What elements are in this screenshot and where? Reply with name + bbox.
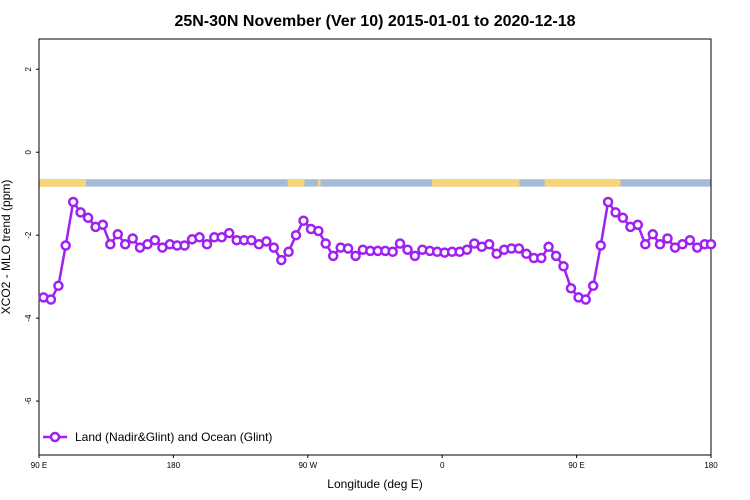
data-point [705,239,717,250]
axes: 90 E 180 90 W 0 90 E 180 2 0 -2 -4 -6 [24,67,718,470]
data-point [580,294,591,305]
data-point [536,252,547,264]
data-point [587,280,599,292]
data-point [127,233,138,244]
data-point [350,250,361,262]
data-point [290,229,302,241]
ocean-band [39,179,711,187]
data-point [45,294,57,305]
data-point [617,212,629,224]
x-tick-label: 180 [167,461,181,470]
y-tick-label: 2 [24,67,33,72]
data-point [521,248,532,260]
land-band [432,179,520,187]
data-point [313,225,324,237]
y-tick-label: -6 [24,397,33,405]
data-point [82,212,94,224]
data-point [662,233,673,244]
data-point [565,283,577,294]
data-point [201,239,213,250]
data-point [491,248,502,260]
legend-entry-label: Land (Nadir&Glint) and Ocean (Glint) [75,430,272,444]
land-ocean-strip [39,179,711,187]
y-tick-label: -4 [24,314,33,322]
land-band [287,179,305,187]
x-tick-label: 0 [440,461,445,470]
data-point [461,244,473,255]
data-point [261,236,272,247]
data-point [327,250,339,262]
y-tick-label: -2 [24,231,33,239]
data-point [387,246,398,258]
x-tick-label: 180 [704,461,718,470]
data-point [53,280,64,292]
data-point [595,240,606,251]
x-tick-label: 90 W [298,461,317,470]
y-tick-label: 0 [24,149,33,154]
data-point [112,229,124,240]
data-point [342,243,354,254]
data-point [268,242,280,253]
data-point [684,234,696,246]
data-point [223,227,235,239]
data-point [654,239,666,250]
legend: Land (Nadir&Glint) and Ocean (Glint) [43,430,272,444]
land-band [544,179,621,187]
data-point [67,196,79,208]
data-point [105,239,116,250]
data-point [298,215,309,226]
data-point [320,238,331,249]
data-point [632,219,644,231]
data-point [394,238,406,249]
series-layer [38,196,717,305]
data-point [602,196,614,208]
data-point [483,239,495,250]
data-point [513,243,525,254]
y-axis-label: XCO2 - MLO trend (ppm) [0,180,13,315]
data-point [216,232,227,243]
data-point [179,240,190,251]
land-band [39,179,87,187]
chart-title: 25N-30N November (Ver 10) 2015-01-01 to … [174,13,575,30]
data-point [119,239,131,250]
data-point [194,232,205,243]
data-point [558,261,569,272]
data-point [677,239,688,250]
data-point [60,240,71,251]
data-point [142,239,153,250]
x-tick-label: 90 E [568,461,584,470]
data-point [610,207,621,218]
data-point [640,239,651,250]
data-point [283,246,294,258]
data-point [149,234,161,246]
data-point [402,244,413,255]
data-point [276,254,287,266]
data-point [647,229,659,240]
legend-marker [49,431,61,443]
data-point [550,250,562,262]
x-axis-label: Longitude (deg E) [327,477,422,491]
land-band [317,179,321,187]
data-point [543,241,554,253]
x-tick-label: 90 E [31,461,47,470]
data-point [246,234,257,246]
data-point [409,250,421,262]
data-point [75,207,86,218]
data-point [97,219,109,231]
